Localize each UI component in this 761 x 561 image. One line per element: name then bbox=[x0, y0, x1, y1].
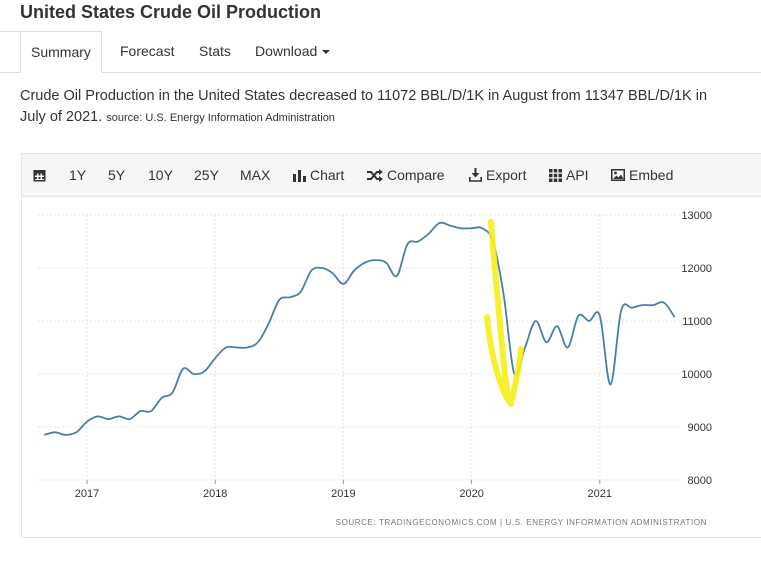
grid-icon bbox=[549, 168, 562, 182]
compare-button[interactable]: Compare bbox=[367, 154, 445, 196]
x-tick-label: 2018 bbox=[203, 488, 227, 500]
download-icon bbox=[469, 168, 482, 183]
y-tick-label: 10000 bbox=[681, 369, 712, 381]
chart-toolbar: 1Y 5Y 10Y 25Y MAX Chart Compare Export A… bbox=[22, 154, 761, 197]
embed-button[interactable]: Embed bbox=[611, 154, 673, 196]
y-tick-label: 8000 bbox=[688, 475, 712, 487]
summary-text: Crude Oil Production in the United State… bbox=[20, 86, 755, 129]
range-25y-button[interactable]: 25Y bbox=[194, 167, 219, 183]
tab-bar: Summary Forecast Stats Download bbox=[0, 31, 761, 73]
x-tick-label: 2019 bbox=[331, 488, 355, 500]
embed-label: Embed bbox=[629, 167, 674, 183]
summary-line-1: Crude Oil Production in the United State… bbox=[20, 88, 708, 104]
export-label: Export bbox=[486, 167, 527, 183]
chart-svg: 13000 12000 11000 10000 9000 8000 2017 2018 2019… bbox=[38, 210, 712, 527]
y-tick-label: 11000 bbox=[682, 316, 712, 328]
shuffle-icon bbox=[367, 168, 383, 182]
range-1y-button[interactable]: 1Y bbox=[69, 167, 87, 183]
tab-summary[interactable]: Summary bbox=[20, 31, 102, 73]
api-button[interactable]: API bbox=[549, 154, 589, 196]
range-10y-button[interactable]: 10Y bbox=[148, 167, 173, 183]
tab-forecast[interactable]: Forecast bbox=[120, 43, 175, 59]
x-tick-label: 2020 bbox=[459, 488, 483, 500]
page-title: United States Crude Oil Production bbox=[20, 2, 322, 22]
annotation-checkmark bbox=[484, 219, 524, 407]
calendar-icon[interactable] bbox=[33, 154, 50, 196]
tab-divider bbox=[0, 31, 20, 32]
y-tick-label: 13000 bbox=[681, 210, 712, 222]
chart-source-note: SOURCE: TRADINGECONOMICS.COM | U.S. ENER… bbox=[336, 518, 707, 527]
image-icon bbox=[611, 169, 625, 182]
chart-type-button[interactable]: Chart bbox=[293, 154, 344, 196]
export-button[interactable]: Export bbox=[469, 154, 526, 196]
api-label: API bbox=[566, 167, 589, 183]
summary-source: source: U.S. Energy Information Administ… bbox=[106, 112, 335, 124]
chart-panel: 1Y 5Y 10Y 25Y MAX Chart Compare Export A… bbox=[21, 153, 761, 538]
tab-download-label: Download bbox=[255, 43, 318, 59]
series-line bbox=[44, 221, 676, 436]
y-tick-label: 9000 bbox=[688, 422, 712, 434]
range-max-button[interactable]: MAX bbox=[240, 167, 271, 183]
compare-label: Compare bbox=[387, 167, 445, 183]
tab-stats[interactable]: Stats bbox=[199, 43, 231, 59]
chart-type-label: Chart bbox=[310, 167, 345, 183]
x-tick-label: 2021 bbox=[588, 488, 612, 500]
y-tick-label: 12000 bbox=[681, 263, 712, 275]
tab-download[interactable]: Download bbox=[255, 31, 331, 72]
caret-down-icon bbox=[322, 50, 331, 55]
x-tick-label: 2017 bbox=[75, 488, 99, 500]
summary-line-2: July of 2021. bbox=[20, 109, 103, 125]
range-5y-button[interactable]: 5Y bbox=[108, 167, 126, 183]
bar-chart-icon bbox=[293, 169, 306, 182]
